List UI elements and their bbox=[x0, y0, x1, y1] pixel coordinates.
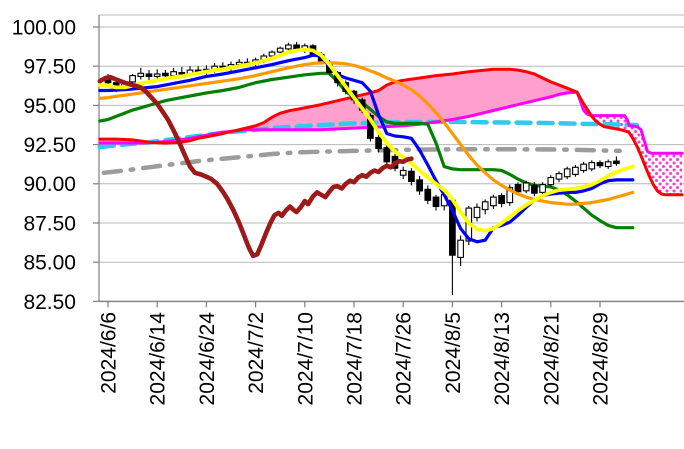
x-axis-label: 2024/8/13 bbox=[491, 312, 514, 405]
candle-body-up bbox=[473, 206, 481, 219]
candle-body-down bbox=[596, 162, 604, 167]
candle-body-down bbox=[613, 160, 620, 165]
candle-body-down bbox=[145, 73, 153, 77]
candle-body-up bbox=[268, 51, 276, 57]
candle-body-up bbox=[285, 44, 292, 50]
candle-body-down bbox=[383, 147, 391, 163]
candle-body-up bbox=[604, 161, 612, 168]
x-axis-label: 2024/8/21 bbox=[540, 312, 563, 405]
candle-body-down bbox=[416, 179, 423, 192]
candle-body-up bbox=[490, 196, 497, 207]
candle-body-up bbox=[522, 182, 530, 192]
candle-body-down bbox=[498, 195, 505, 204]
senkou-span-a-red bbox=[98, 67, 684, 197]
x-axis-label: 2024/7/18 bbox=[344, 312, 367, 405]
candle-body-up bbox=[580, 163, 587, 172]
y-axis-label: 92.50 bbox=[23, 134, 76, 157]
candle-body-up bbox=[276, 47, 284, 53]
y-axis-label: 95.00 bbox=[23, 95, 76, 118]
candle-body-up bbox=[572, 166, 579, 175]
y-axis-label: 85.00 bbox=[23, 252, 76, 275]
candle-body-up bbox=[481, 201, 489, 211]
candle-body-down bbox=[293, 44, 300, 50]
candle-body-up bbox=[506, 187, 514, 204]
candle-body-up bbox=[129, 75, 136, 83]
candle-body-up bbox=[170, 71, 177, 77]
candle-body-up bbox=[563, 168, 571, 178]
x-axis-label: 2024/7/10 bbox=[294, 312, 317, 405]
x-axis-label: 2024/6/6 bbox=[98, 312, 121, 394]
ma-fast-yellow bbox=[97, 47, 635, 233]
candle-body-up bbox=[153, 73, 161, 77]
candle-body-down bbox=[375, 136, 382, 150]
ma-slow-orange bbox=[98, 61, 635, 206]
candle-body-up bbox=[137, 72, 145, 77]
x-axis-label: 2024/6/14 bbox=[147, 312, 170, 406]
candle-body-down bbox=[424, 188, 432, 201]
y-axis-label: 90.00 bbox=[23, 173, 76, 196]
x-axis-label: 2024/8/5 bbox=[442, 312, 465, 394]
y-axis-label: 87.50 bbox=[23, 212, 76, 235]
y-axis-label: 97.50 bbox=[23, 56, 76, 79]
candle-body-down bbox=[531, 184, 538, 194]
ma-long-green bbox=[98, 71, 635, 230]
y-axis-label: 82.50 bbox=[23, 291, 76, 314]
kumo-cloud-bearish bbox=[577, 92, 682, 195]
candle-body-up bbox=[457, 239, 464, 258]
candle-body-down bbox=[408, 170, 415, 183]
x-axis-label: 2024/8/29 bbox=[590, 312, 613, 405]
kumo-cloud-bullish bbox=[99, 69, 578, 143]
x-axis-label: 2024/7/2 bbox=[245, 312, 268, 394]
candle-body-down bbox=[178, 71, 186, 75]
candle-body-up bbox=[555, 173, 563, 180]
candle-body-up bbox=[547, 176, 555, 186]
candle-body-down bbox=[162, 72, 169, 77]
candle-body-down bbox=[514, 184, 522, 193]
candle-body-up bbox=[399, 169, 407, 176]
chikou-lagging-darkred bbox=[97, 74, 414, 259]
y-axis-label: 100.00 bbox=[12, 16, 76, 39]
candle-body-up bbox=[539, 184, 546, 193]
ma-mid-blue bbox=[98, 53, 635, 244]
x-axis-label: 2024/6/24 bbox=[196, 312, 219, 406]
candle-body-down bbox=[432, 196, 440, 208]
long-trend-gray-dashdot bbox=[101, 147, 622, 176]
candle-body-up bbox=[588, 162, 596, 170]
x-axis-label: 2024/7/26 bbox=[393, 312, 416, 405]
